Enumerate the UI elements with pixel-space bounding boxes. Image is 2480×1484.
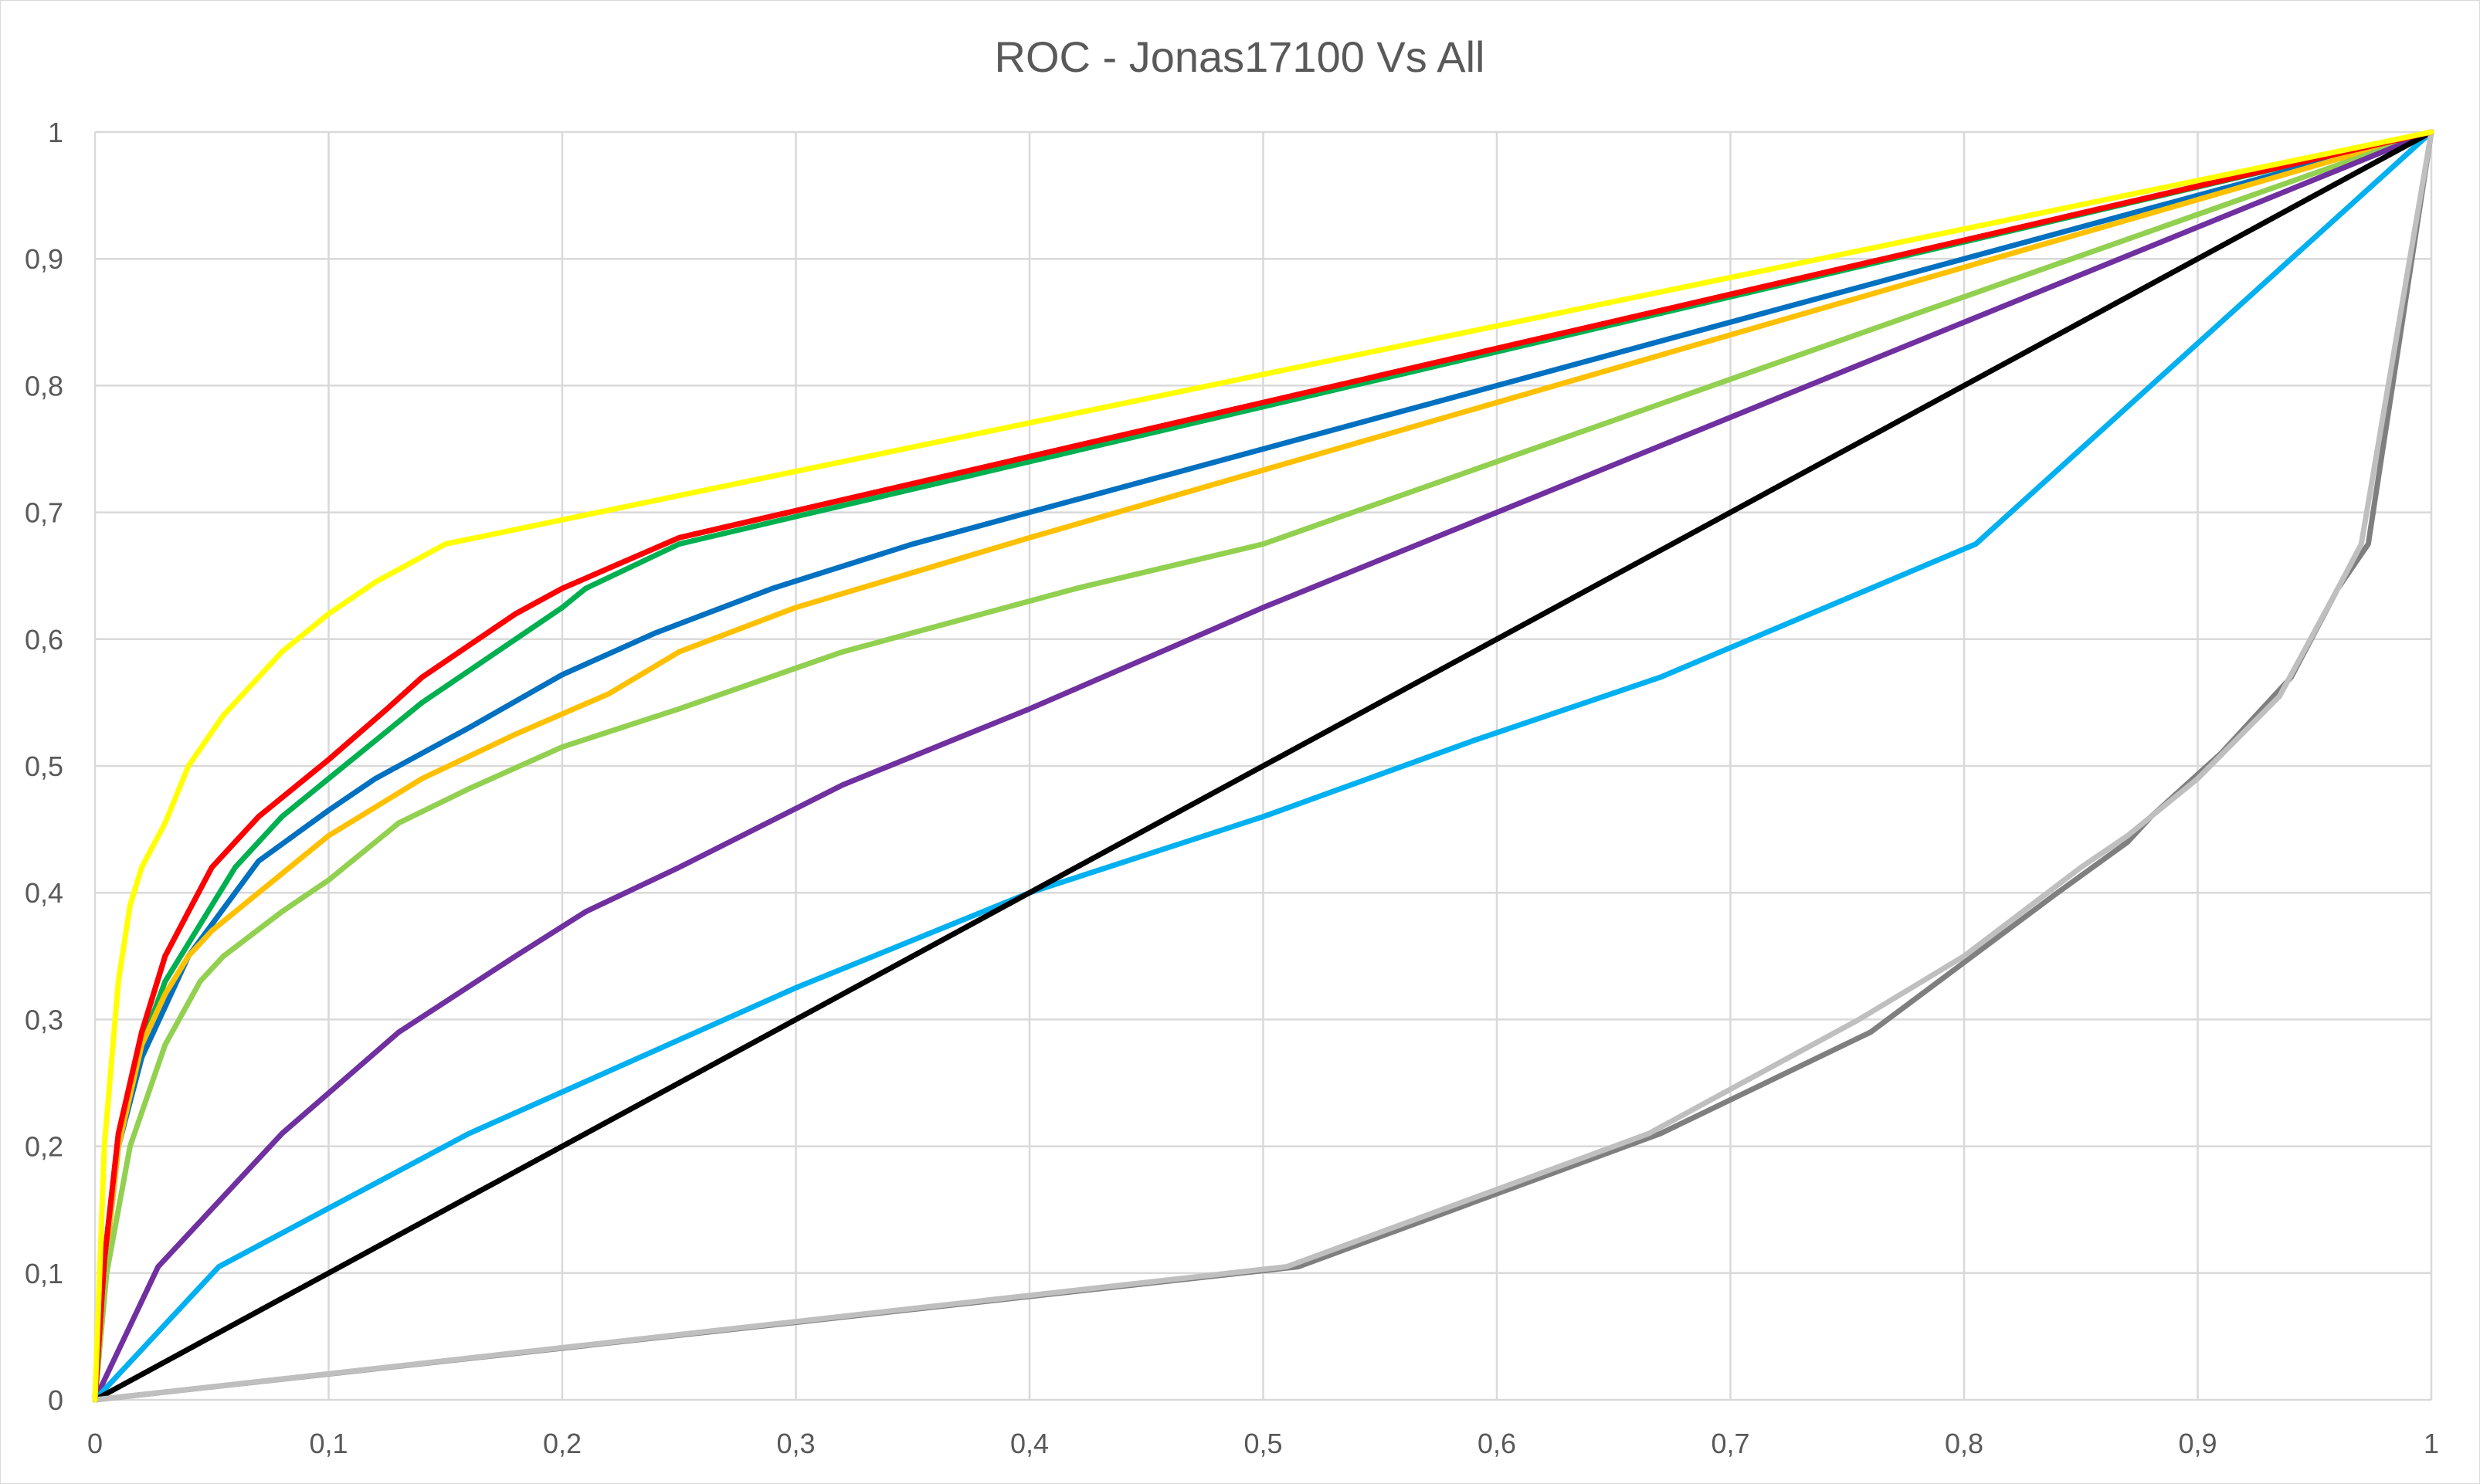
x-tick-label: 0,5	[1243, 1428, 1282, 1459]
x-tick-label: 0,7	[1711, 1428, 1749, 1459]
x-tick-label: 0	[87, 1428, 103, 1459]
x-tick-label: 0,2	[543, 1428, 582, 1459]
x-axis-tick-labels: 0 0,1 0,2 0,3 0,4 0,5 0,6 0,7 0,8 0,9 1	[87, 1428, 2439, 1459]
y-tick-label: 0,4	[25, 877, 63, 909]
y-tick-label: 0,9	[25, 243, 63, 275]
x-tick-label: 0,6	[1477, 1428, 1516, 1459]
series-line	[92, 129, 2434, 1403]
x-tick-label: 0,4	[1010, 1428, 1049, 1459]
y-tick-label: 0,6	[25, 624, 63, 656]
series-line	[92, 129, 2434, 1403]
y-tick-label: 0,5	[25, 750, 63, 782]
series-line	[92, 129, 2434, 1403]
x-tick-label: 0,1	[309, 1428, 348, 1459]
x-tick-label: 0,3	[776, 1428, 815, 1459]
y-tick-label: 0	[48, 1384, 63, 1416]
y-tick-label: 0,2	[25, 1131, 63, 1163]
y-tick-label: 0,1	[25, 1258, 63, 1289]
y-tick-label: 0,7	[25, 497, 63, 529]
y-axis-tick-labels: 0 0,1 0,2 0,3 0,4 0,5 0,6 0,7 0,8 0,9 1	[25, 117, 63, 1416]
series-line	[92, 129, 2434, 1403]
series-line	[92, 129, 2434, 1403]
series-line	[92, 129, 2434, 1403]
series-line	[92, 129, 2434, 1403]
x-tick-label: 0,8	[1945, 1428, 1983, 1459]
plot-series	[92, 129, 2434, 1403]
chart-title: ROC - Jonas17100 Vs All	[995, 32, 1485, 81]
y-tick-label: 0,8	[25, 370, 63, 401]
y-tick-label: 1	[48, 117, 63, 148]
series-line	[92, 129, 2434, 1403]
x-tick-label: 1	[2424, 1428, 2439, 1459]
y-tick-label: 0,3	[25, 1004, 63, 1035]
x-tick-label: 0,9	[2178, 1428, 2217, 1459]
